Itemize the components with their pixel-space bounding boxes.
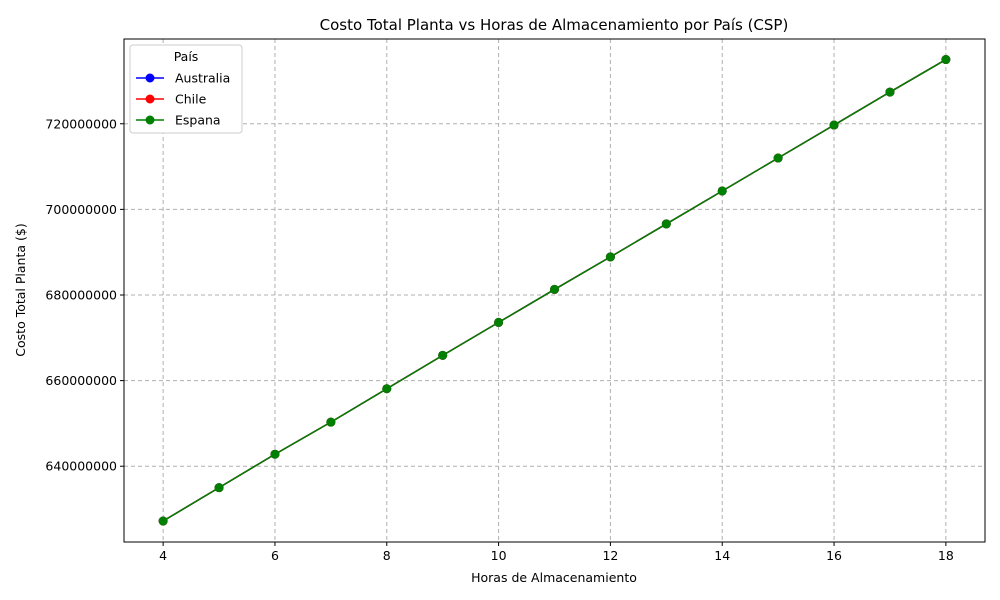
y-tick-label: 720000000 [45, 116, 117, 131]
x-tick-label: 10 [491, 548, 507, 563]
y-axis: 640000000 660000000 680000000 700000000 7200… [45, 116, 124, 474]
x-tick-label: 4 [159, 548, 167, 563]
legend-label-chile: Chile [175, 92, 207, 107]
data-point-espana [773, 153, 783, 163]
legend-box [129, 44, 243, 134]
legend-marker-australia [145, 73, 155, 83]
data-point-espana [382, 384, 392, 394]
data-point-espana [326, 417, 336, 427]
data-point-espana [829, 120, 839, 130]
y-tick-label: 680000000 [45, 287, 117, 302]
x-axis: 4 6 8 10 12 14 16 18 [159, 542, 954, 563]
data-point-espana [717, 186, 727, 196]
data-point-espana [494, 317, 504, 327]
x-tick-label: 6 [271, 548, 279, 563]
data-point-espana [885, 87, 895, 97]
data-point-espana [605, 252, 615, 262]
x-tick-label: 16 [826, 548, 842, 563]
series-group [158, 55, 951, 526]
y-tick-label: 640000000 [45, 459, 117, 474]
data-point-espana [270, 449, 280, 459]
x-axis-label: Horas de Almacenamiento [471, 570, 637, 585]
x-tick-label: 12 [602, 548, 618, 563]
legend-label-espana: Espana [175, 113, 221, 128]
data-point-espana [214, 483, 224, 493]
data-point-espana [661, 219, 671, 229]
x-tick-label: 14 [714, 548, 730, 563]
data-point-espana [438, 350, 448, 360]
y-axis-label: Costo Total Planta ($) [13, 223, 28, 356]
chart-title: Costo Total Planta vs Horas de Almacenam… [320, 16, 789, 34]
plot-frame [123, 38, 986, 543]
y-tick-label: 660000000 [45, 373, 117, 388]
legend-marker-espana [145, 115, 155, 125]
legend-marker-chile [145, 94, 155, 104]
legend-label-australia: Australia [175, 71, 230, 86]
legend: País Australia Chile Espana [129, 44, 243, 134]
x-tick-label: 18 [938, 548, 954, 563]
legend-title: País [174, 49, 199, 64]
y-tick-label: 700000000 [45, 202, 117, 217]
x-tick-label: 8 [383, 548, 391, 563]
data-point-espana [158, 516, 168, 526]
grid [124, 39, 985, 542]
data-point-espana [550, 284, 559, 294]
data-point-espana [941, 55, 951, 65]
